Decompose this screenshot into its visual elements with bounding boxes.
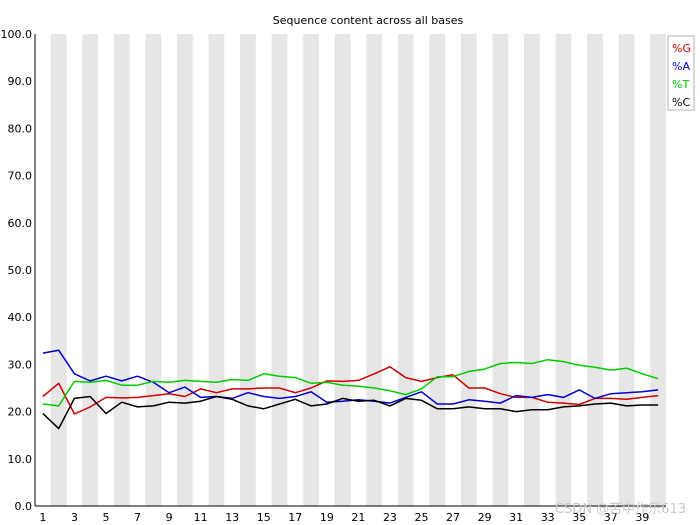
band-12: [208, 34, 225, 506]
legend-entry-a: %A: [672, 60, 690, 73]
x-tick-label: 21: [351, 511, 365, 524]
y-tick-label: 100.0: [1, 28, 33, 41]
legend-entry-c: %C: [672, 96, 690, 109]
y-tick-label: 60.0: [8, 217, 33, 230]
x-tick-label: 25: [414, 511, 428, 524]
axes: [34, 34, 666, 507]
x-tick-label: 11: [194, 511, 208, 524]
band-6: [113, 34, 130, 506]
x-tick-label: 23: [383, 511, 397, 524]
chart-title: Sequence content across all bases: [273, 14, 464, 27]
background-bands: [50, 34, 666, 506]
legend: %G %A %T %C: [667, 35, 695, 111]
y-tick-label: 80.0: [8, 122, 33, 135]
band-18: [303, 34, 319, 506]
band-20: [334, 34, 351, 506]
x-tick-label: 3: [71, 511, 78, 524]
series-lines: [42, 349, 659, 430]
band-24: [397, 34, 414, 506]
series-line-c: [42, 395, 659, 430]
legend-entry-t: %T: [672, 78, 689, 91]
band-10: [176, 34, 193, 506]
x-tick-label: 37: [604, 511, 618, 524]
series-line-g: [42, 366, 659, 415]
x-tick-label: 9: [166, 511, 173, 524]
band-40: [650, 34, 666, 506]
band-14: [240, 34, 256, 506]
y-tick-label: 90.0: [8, 75, 33, 88]
x-tick-label: 15: [257, 511, 271, 524]
watermark: CSDN @苦中作乐613: [554, 502, 686, 517]
x-tick-label: 33: [541, 511, 555, 524]
y-tick-label: 30.0: [8, 358, 33, 371]
band-22: [366, 34, 383, 506]
y-tick-label: 10.0: [8, 453, 33, 466]
band-36: [587, 34, 603, 506]
x-axis-ticks: 1 3 5 7 9 11 13 15 17 19 21 23 25 27 29 31 33 35 37 39: [39, 511, 649, 524]
band-4: [82, 34, 99, 506]
x-tick-label: 7: [134, 511, 141, 524]
band-30: [492, 34, 509, 506]
legend-box: [667, 35, 695, 111]
band-26: [429, 34, 446, 506]
y-axis-ticks: 0.0 10.0 20.0 30.0 40.0 50.0 60.0 70.0 80.0 90.0 1…: [1, 28, 33, 513]
x-tick-label: 13: [225, 511, 239, 524]
y-tick-label: 0.0: [15, 500, 33, 513]
y-tick-label: 40.0: [8, 311, 33, 324]
y-tick-label: 70.0: [8, 170, 33, 183]
x-tick-label: 5: [102, 511, 109, 524]
band-8: [145, 34, 162, 506]
x-tick-label: 1: [39, 511, 46, 524]
band-16: [271, 34, 288, 506]
x-tick-label: 29: [478, 511, 492, 524]
x-tick-label: 31: [509, 511, 523, 524]
y-tick-label: 20.0: [8, 406, 33, 419]
x-tick-label: 39: [635, 511, 649, 524]
band-28: [460, 34, 477, 506]
x-tick-label: 35: [572, 511, 586, 524]
x-tick-label: 17: [288, 511, 302, 524]
band-34: [555, 34, 572, 506]
legend-entry-g: %G: [672, 42, 691, 55]
y-tick-label: 50.0: [8, 264, 33, 277]
band-38: [618, 34, 635, 506]
band-32: [524, 34, 540, 506]
x-tick-label: 27: [446, 511, 460, 524]
series-line-t: [42, 358, 659, 407]
band-2: [50, 34, 67, 506]
x-tick-label: 19: [320, 511, 334, 524]
